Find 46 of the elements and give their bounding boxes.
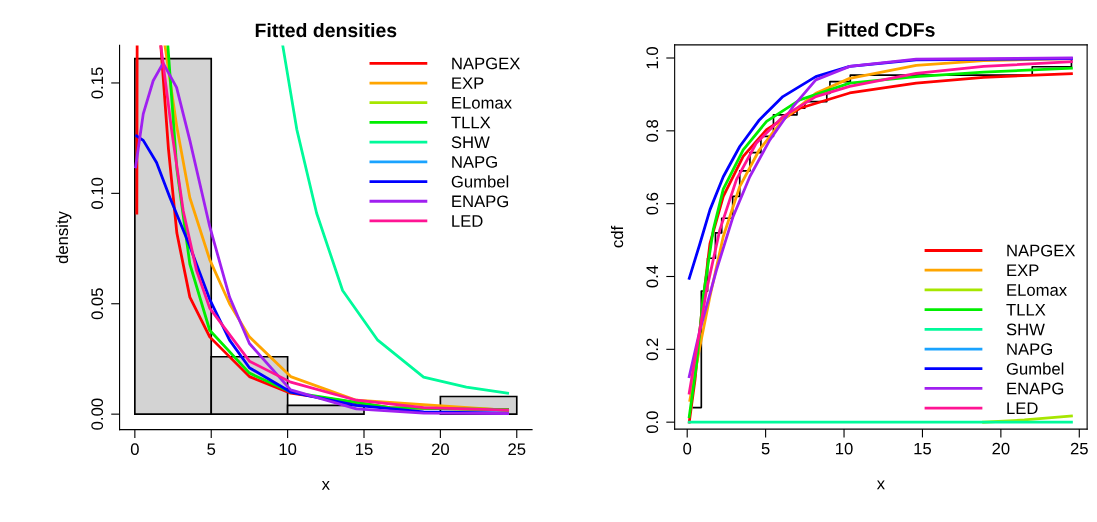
legend-label: SHW (451, 136, 490, 149)
y-tick-label: 0.10 (91, 177, 104, 209)
legend-label: ENAPG (1007, 382, 1064, 395)
legend-label: NAPG (452, 156, 497, 168)
x-tick-label: 20 (431, 443, 449, 456)
legend-label: Gumbel (451, 175, 509, 188)
y-tick-label: 0.6 (646, 192, 659, 215)
legend-label: ENAPG (452, 195, 509, 208)
legend-label: LED (452, 215, 483, 227)
legend-label: TLLX (1006, 303, 1046, 316)
legend-label: Gumbel (1006, 362, 1064, 375)
x-tick-label: 25 (1070, 442, 1088, 455)
y-tick-label: 1.0 (646, 47, 659, 69)
x-axis-title: x (321, 481, 330, 490)
x-tick-label: 15 (914, 442, 932, 455)
x-tick-label: 0 (130, 443, 139, 456)
chart-title: Fitted densities (255, 22, 397, 38)
x-tick-label: 0 (683, 442, 692, 455)
chart-title: Fitted CDFs (827, 22, 935, 37)
y-tick-label: 0.4 (646, 265, 659, 288)
x-tick-label: 5 (207, 443, 216, 456)
x-tick-label: 5 (761, 442, 770, 455)
legend-label: EXP (1007, 264, 1039, 277)
legend-label: NAPGEX (1007, 244, 1076, 257)
legend-label: EXP (452, 77, 484, 89)
y-tick-label: 0.8 (646, 119, 659, 142)
legend-label: ELomax (1007, 284, 1067, 296)
x-tick-label: 20 (992, 442, 1010, 455)
legend-label: ELomax (452, 97, 512, 109)
y-axis-title: density (55, 211, 72, 264)
y-tick-label: 0.0 (646, 411, 659, 434)
x-tick-label: 25 (508, 443, 526, 456)
x-tick-label: 10 (279, 443, 297, 456)
x-tick-label: 15 (356, 443, 373, 456)
legend-label: NAPGEX (452, 57, 521, 70)
x-axis-title: x (876, 480, 885, 490)
legend-label: TLLX (451, 116, 491, 129)
y-tick-label: 0.2 (646, 338, 659, 361)
y-tick-label: 0.05 (91, 288, 104, 320)
y-tick-label: 0.15 (91, 67, 104, 99)
legend-label: NAPG (1007, 343, 1052, 356)
legend-label: LED (1007, 402, 1038, 414)
y-axis-title: cdf (610, 225, 624, 248)
legend-label: SHW (1006, 323, 1045, 336)
y-tick-label: 0.00 (91, 398, 104, 430)
x-tick-label: 10 (836, 442, 853, 455)
